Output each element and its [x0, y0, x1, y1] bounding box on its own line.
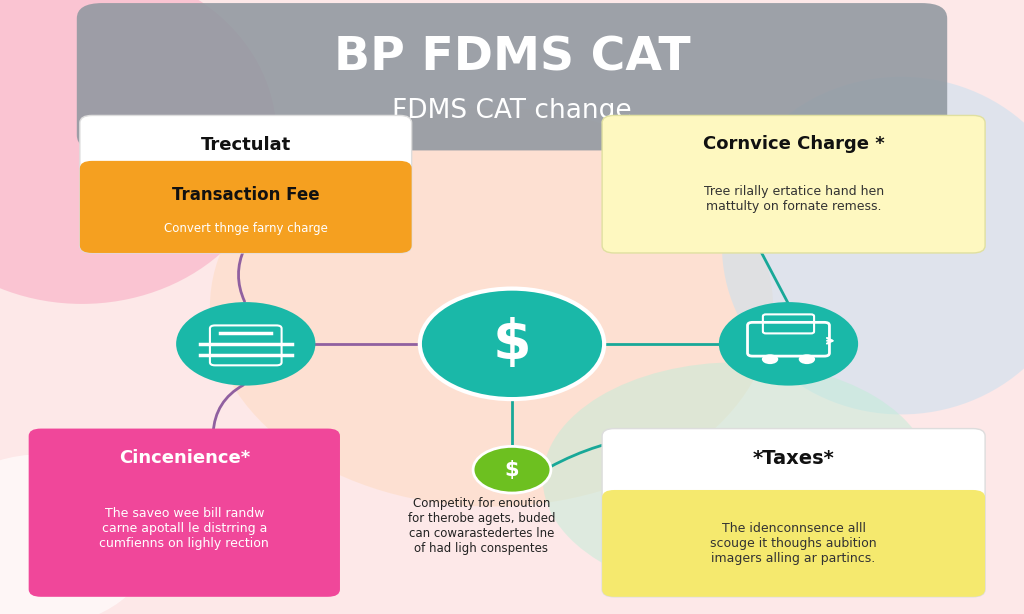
Text: Transaction Fee: Transaction Fee — [172, 186, 319, 204]
Circle shape — [420, 289, 604, 399]
Text: *Taxes*: *Taxes* — [753, 449, 835, 468]
Text: Trectulat: Trectulat — [201, 136, 291, 154]
Text: Cornvice Charge *: Cornvice Charge * — [702, 135, 885, 153]
Circle shape — [176, 302, 315, 386]
FancyBboxPatch shape — [602, 490, 985, 597]
Text: The idenconnsence alll
scouge it thoughs aubition
imagers alling ar partincs.: The idenconnsence alll scouge it thoughs… — [711, 522, 877, 565]
Ellipse shape — [722, 77, 1024, 414]
Text: Convert thnge farny charge: Convert thnge farny charge — [164, 222, 328, 235]
Text: $: $ — [505, 460, 519, 480]
Ellipse shape — [210, 107, 773, 507]
Circle shape — [799, 354, 815, 364]
Text: Competity for enoution
for therobe agets, buded
can cowarastedertes lne
of had l: Competity for enoution for therobe agets… — [408, 497, 555, 555]
Text: BP FDMS CAT: BP FDMS CAT — [334, 36, 690, 81]
FancyBboxPatch shape — [80, 115, 412, 253]
Circle shape — [719, 302, 858, 386]
Ellipse shape — [0, 0, 276, 304]
Circle shape — [762, 354, 778, 364]
Text: FDMS CAT change: FDMS CAT change — [392, 98, 632, 123]
Ellipse shape — [0, 454, 154, 614]
Text: Tree rilally ertatice hand hen
mattulty on fornate remess.: Tree rilally ertatice hand hen mattulty … — [703, 185, 884, 213]
FancyBboxPatch shape — [602, 115, 985, 253]
Text: Cincenience*: Cincenience* — [119, 449, 250, 467]
Circle shape — [473, 446, 551, 493]
Ellipse shape — [543, 362, 932, 596]
FancyBboxPatch shape — [77, 3, 947, 150]
FancyBboxPatch shape — [29, 429, 340, 597]
Text: $: $ — [493, 317, 531, 371]
FancyBboxPatch shape — [602, 429, 985, 597]
FancyBboxPatch shape — [80, 161, 412, 253]
Text: The saveo wee bill randw
carne apotall le distrring a
cumfienns on lighly rectio: The saveo wee bill randw carne apotall l… — [99, 507, 269, 550]
